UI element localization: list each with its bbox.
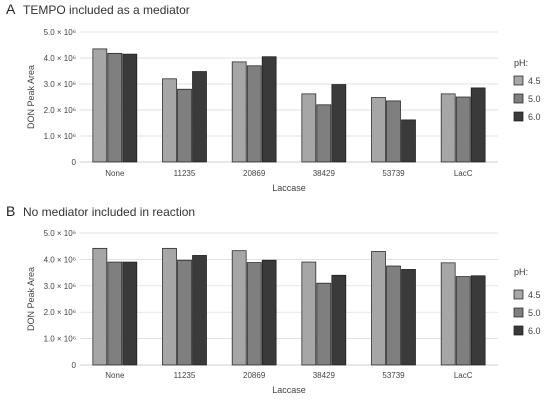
y-tick-label: 4.0 × 10⁶: [44, 255, 76, 264]
legend-swatch: [513, 75, 524, 86]
bar-11235-ph-5-0: [177, 88, 192, 163]
chart-title: No mediator included in reaction: [23, 205, 195, 219]
y-axis-title: DON Peak Area: [26, 65, 36, 129]
bar-lacc-ph-6-0: [470, 87, 486, 163]
bar-53739-ph-6-0: [401, 269, 416, 366]
bar-38429-ph-6-0: [331, 274, 347, 366]
panel-letter: A: [6, 1, 16, 17]
y-axis-title: DON Peak Area: [26, 267, 36, 331]
legend-title: pH:: [514, 58, 528, 68]
x-tick-label: 20869: [243, 371, 266, 380]
bar-11235-ph-4-5: [162, 247, 177, 366]
y-tick-label: 1.0 × 10⁶: [44, 335, 76, 344]
legend-label: 4.5: [528, 290, 541, 300]
y-tick-label: 5.0 × 10⁶: [44, 28, 76, 37]
bar-lacc-ph-5-0: [455, 276, 471, 366]
chart-title: TEMPO included as a mediator: [23, 3, 190, 17]
legend-label: 4.5: [528, 76, 541, 86]
legend-label: 5.0: [528, 94, 541, 104]
bar-20869-ph-4-5: [231, 61, 247, 163]
legend-label: 5.0: [528, 308, 541, 318]
y-tick-label: 1.0 × 10⁶: [44, 132, 76, 141]
bar-53739-ph-4-5: [371, 251, 386, 366]
bar-lacc-ph-6-0: [470, 275, 486, 366]
chart-panel-a: A TEMPO included as a mediator 0 1.0 × 10⁶ 2…: [6, 1, 541, 193]
x-tick-label: None: [105, 169, 125, 178]
bar-38429-ph-5-0: [316, 282, 332, 366]
bar-11235-ph-4-5: [162, 78, 177, 163]
bar-53739-ph-5-0: [386, 100, 401, 163]
legend-title: pH:: [514, 267, 528, 277]
bar-lacc-ph-4-5: [440, 93, 456, 163]
x-tick-label: 53739: [382, 371, 405, 380]
bar-none-ph-6-0: [122, 53, 138, 163]
bar-53739-ph-4-5: [371, 97, 386, 163]
bar-none-ph-4-5: [92, 247, 108, 366]
chart-panel-b: B No mediator included in reaction 0 1.0 × …: [6, 203, 541, 395]
panel-letter: B: [6, 203, 15, 219]
bar-38429-ph-6-0: [331, 84, 347, 163]
y-tick-label: 2.0 × 10⁶: [44, 106, 76, 115]
x-tick-label: None: [105, 371, 125, 380]
legend-swatch: [513, 307, 524, 318]
x-tick-label: 38429: [313, 371, 336, 380]
legend-label: 6.0: [528, 326, 541, 336]
y-tick-label: 3.0 × 10⁶: [44, 282, 76, 291]
bar-38429-ph-4-5: [301, 93, 317, 163]
bar-20869-ph-5-0: [246, 262, 262, 366]
bar-53739-ph-5-0: [386, 265, 401, 366]
bar-38429-ph-4-5: [301, 261, 317, 366]
bar-20869-ph-6-0: [261, 259, 277, 366]
bar-lacc-ph-5-0: [455, 96, 471, 163]
bar-none-ph-5-0: [107, 52, 123, 163]
legend-swatch: [513, 93, 524, 104]
bar-none-ph-6-0: [122, 261, 138, 366]
x-tick-label: 53739: [382, 169, 405, 178]
y-tick-label: 4.0 × 10⁶: [44, 54, 76, 63]
x-tick-label: LacC: [454, 169, 473, 178]
y-tick-label: 0: [72, 158, 77, 167]
x-axis-title: Laccase: [272, 183, 306, 193]
bar-20869-ph-4-5: [231, 250, 247, 366]
legend-swatch: [513, 325, 524, 336]
y-tick-label: 2.0 × 10⁶: [44, 308, 76, 317]
y-tick-label: 5.0 × 10⁶: [44, 229, 76, 238]
y-tick-label: 0: [72, 361, 77, 370]
x-tick-label: 11235: [174, 371, 196, 380]
bar-11235-ph-6-0: [192, 255, 207, 366]
bar-38429-ph-5-0: [316, 104, 332, 163]
legend-label: 6.0: [528, 112, 541, 122]
bar-53739-ph-6-0: [401, 119, 416, 163]
bar-20869-ph-5-0: [246, 65, 262, 163]
y-tick-label: 3.0 × 10⁶: [44, 80, 76, 89]
bar-20869-ph-6-0: [261, 56, 277, 163]
bar-none-ph-5-0: [107, 261, 123, 366]
bar-11235-ph-5-0: [177, 259, 192, 366]
x-tick-label: 11235: [174, 169, 196, 178]
x-tick-label: 38429: [313, 169, 336, 178]
x-tick-label: 20869: [243, 169, 266, 178]
legend-swatch: [513, 111, 524, 122]
bar-lacc-ph-4-5: [440, 262, 456, 366]
x-tick-label: LacC: [454, 371, 473, 380]
x-axis-title: Laccase: [272, 385, 306, 395]
legend-swatch: [513, 289, 524, 300]
bar-none-ph-4-5: [92, 48, 108, 163]
bar-11235-ph-6-0: [192, 71, 207, 163]
